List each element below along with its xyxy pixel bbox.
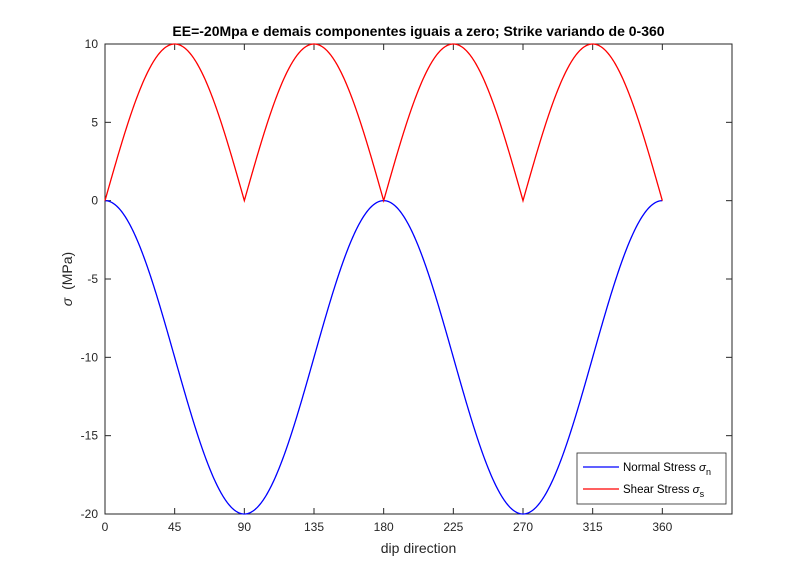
x-tick-label: 90 [238, 520, 252, 534]
y-tick-label: 0 [91, 194, 98, 208]
plot-area [104, 43, 733, 515]
legend-normal-stress-label: Normal Stress [623, 462, 699, 474]
y-tick-label: -10 [81, 350, 99, 364]
x-tick-label: 180 [374, 520, 394, 534]
series-lines [104, 43, 663, 515]
x-tick-label: 45 [168, 520, 182, 534]
tick-labels: 0 45 90 135 180 225 270 315 360 -20 -15 -10 -5 0 5 10 [81, 37, 673, 534]
y-axis-label: σ (MPa) [59, 252, 75, 306]
y-axis-label-symbol: σ [59, 297, 75, 306]
legend-entry-shear-stress: Shear Stress σs [623, 484, 705, 499]
legend-shear-stress-label: Shear Stress [623, 484, 693, 496]
series-shear-stress-line [104, 43, 663, 204]
y-tick-label: 5 [91, 115, 98, 129]
x-tick-label: 225 [443, 520, 463, 534]
legend-box [576, 452, 727, 505]
y-tick-label: -5 [87, 272, 98, 286]
y-axis-label-unit: (MPa) [59, 252, 75, 290]
y-tick-label: 10 [85, 37, 99, 51]
y-tick-label: -20 [81, 507, 99, 521]
x-tick-label: 270 [513, 520, 533, 534]
y-tick-label: -15 [81, 429, 99, 443]
x-tick-label: 360 [652, 520, 672, 534]
legend-shear-stress-subscript: s [700, 489, 705, 499]
legend-normal-stress-subscript: n [706, 467, 711, 477]
legend-entry-normal-stress: Normal Stress σn [623, 462, 711, 477]
x-tick-label: 315 [583, 520, 603, 534]
x-tick-label: 135 [304, 520, 324, 534]
legend-normal-stress-symbol: σ [699, 462, 707, 474]
x-axis-label: dip direction [381, 540, 457, 556]
axis-ticks [104, 43, 732, 515]
legend: Normal Stress σn Shear Stress σs [576, 452, 727, 505]
x-tick-label: 0 [102, 520, 109, 534]
legend-shear-stress-symbol: σ [693, 484, 701, 496]
chart-title: EE=-20Mpa e demais componentes iguais a … [172, 23, 664, 39]
